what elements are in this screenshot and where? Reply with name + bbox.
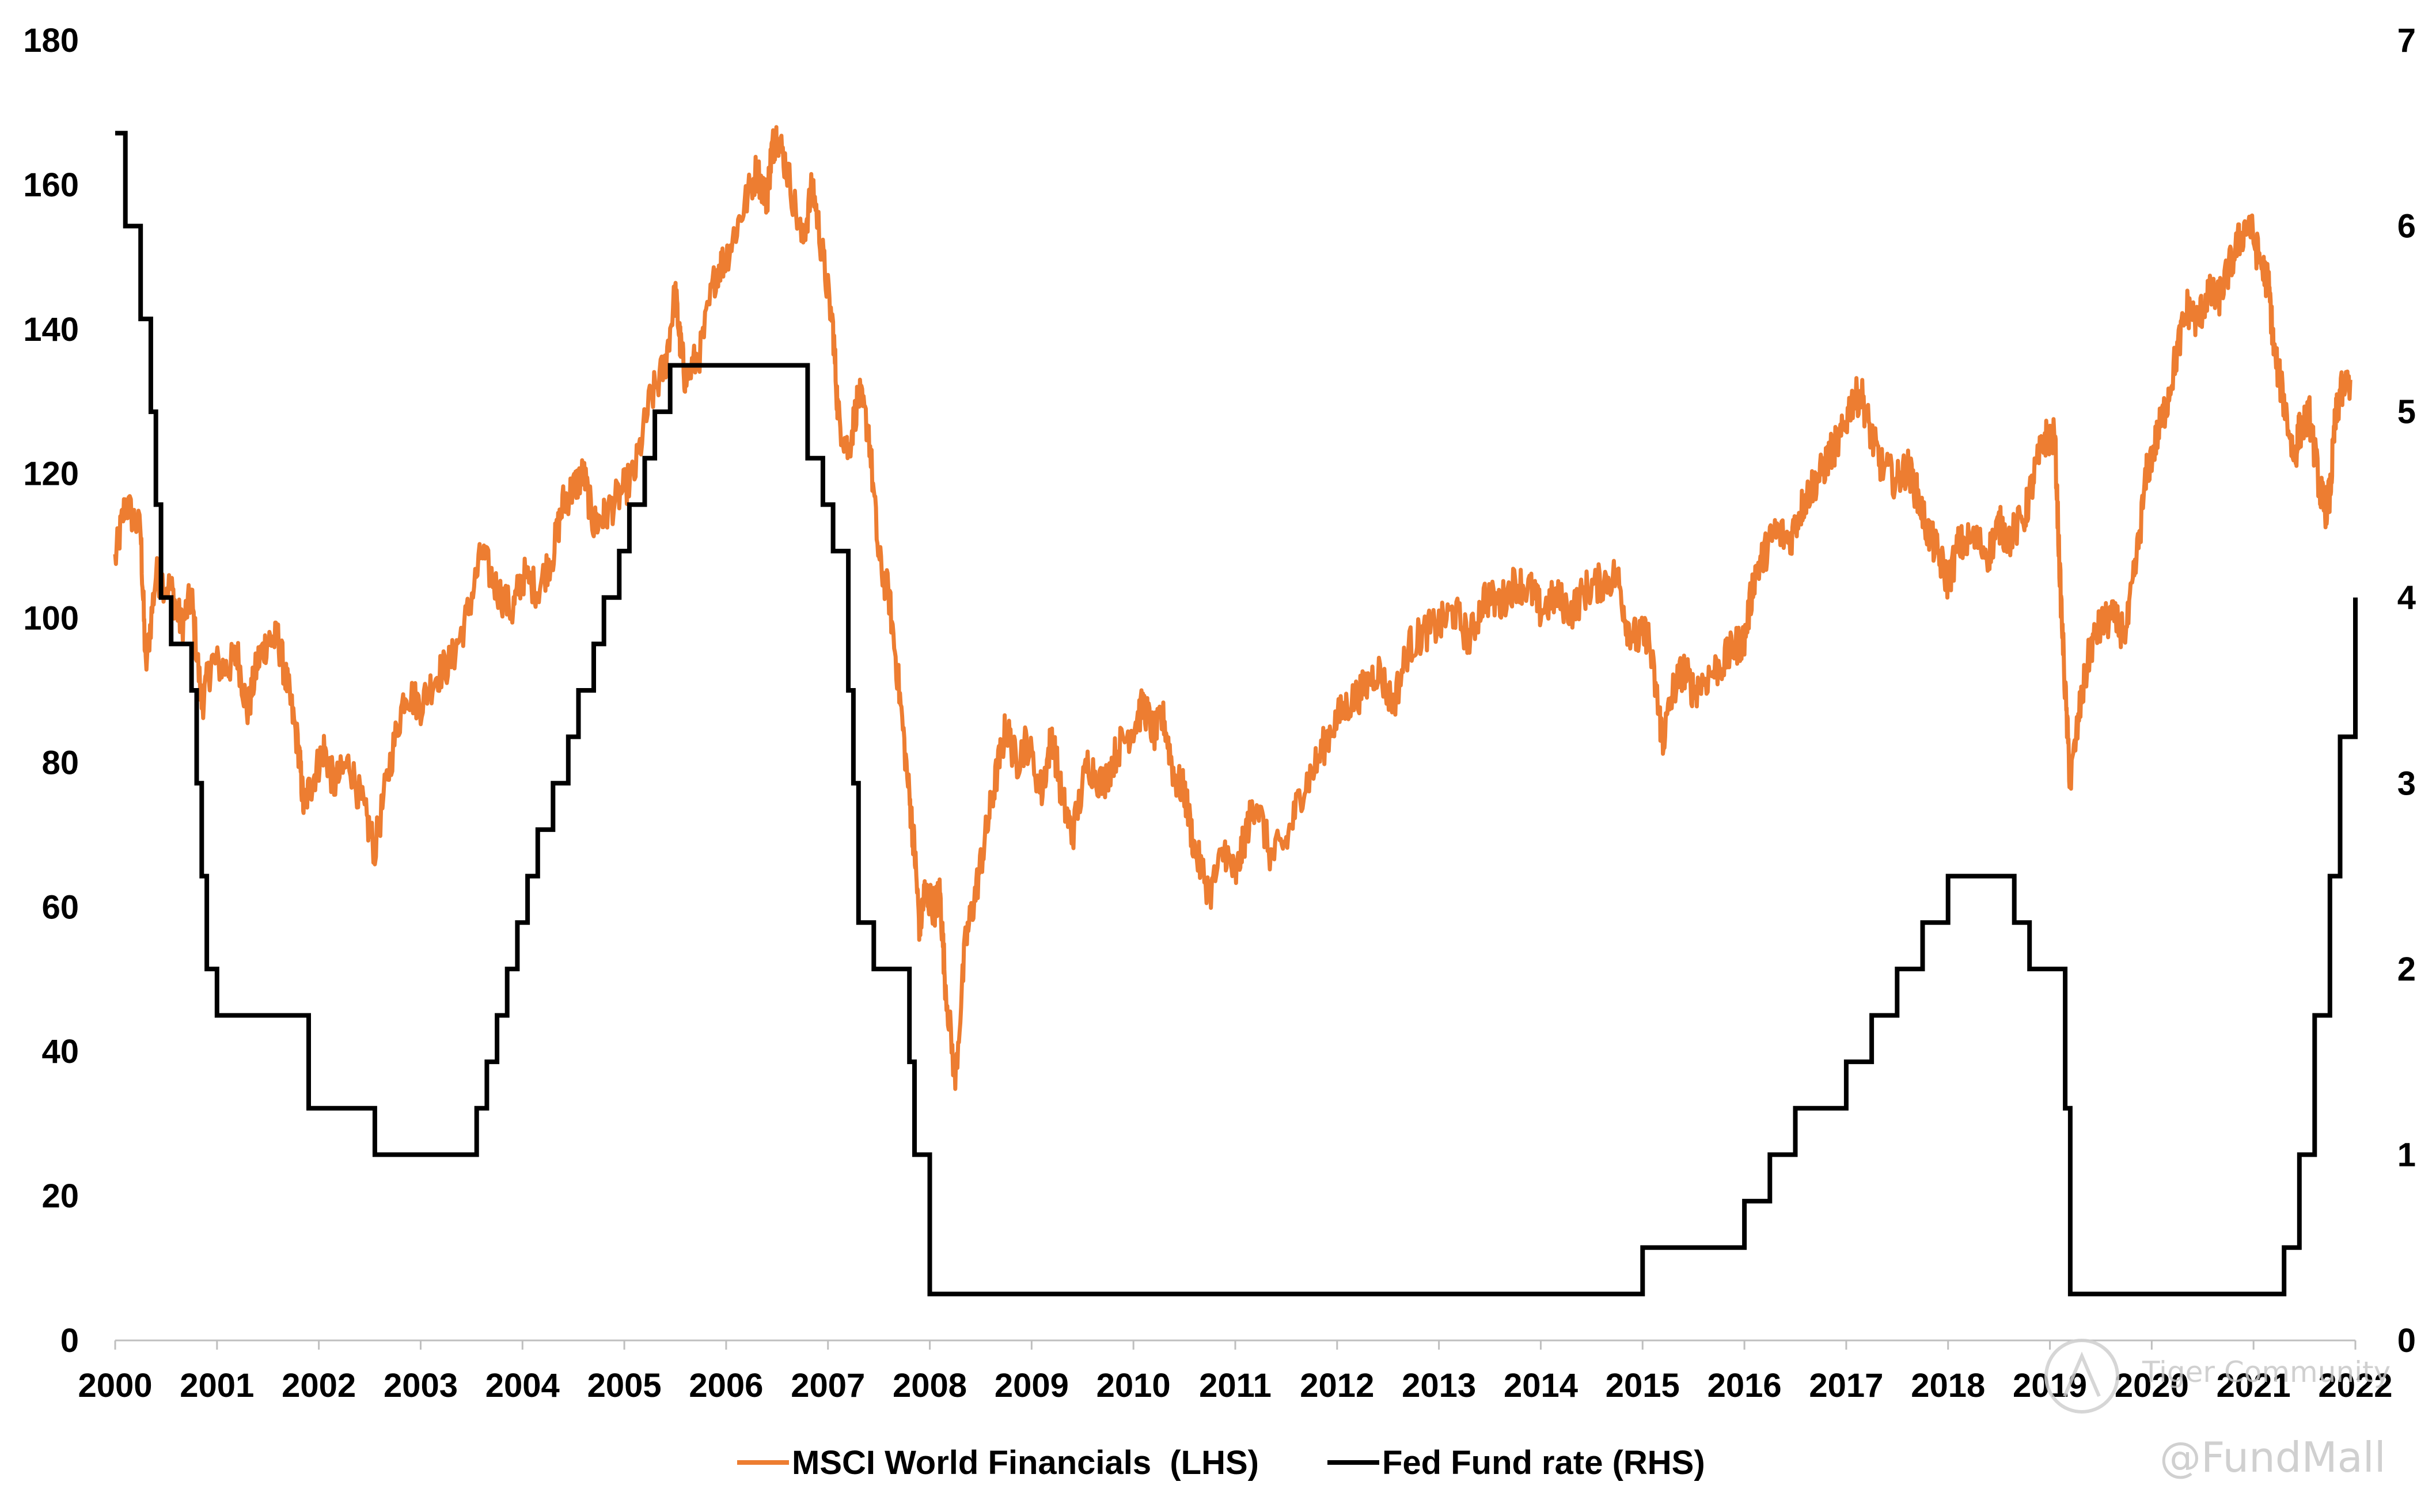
x-tick-label: 2010 [1096,1367,1171,1404]
y-left-tick-label: 0 [60,1322,79,1359]
x-tick-label: 2012 [1300,1367,1374,1404]
legend-label-msci: MSCI World Financials (LHS) [792,1444,1259,1481]
x-tick-label: 2017 [1809,1367,1883,1404]
axis-layer [114,1339,2357,1350]
x-tick-label: 2008 [893,1367,967,1404]
x-tick-label: 2011 [1199,1367,1272,1404]
x-tick-label: 2016 [1708,1367,1782,1404]
watermark-handle-text: @FundMall [2160,1433,2386,1481]
x-tick-label: 2004 [485,1367,560,1404]
x-tick-label: 2013 [1402,1367,1476,1404]
y-left-tick-label: 80 [41,744,79,781]
legend-label-fed: Fed Fund rate (RHS) [1382,1444,1705,1481]
x-tick-label: 2014 [1504,1367,1578,1404]
series-line-msci-world-financials [113,125,2352,1091]
watermark: Tiger Community @FundMall [2044,1339,2391,1481]
x-tick-label: 2021 [2217,1367,2291,1404]
x-tick-label: 2006 [689,1367,763,1404]
watermark-logo-icon [2044,1339,2119,1414]
label-layer: 2000 2001 2002 2003 2004 2005 2006 2007 2008 2009… [23,22,2416,1404]
x-tick-label: 2015 [1606,1367,1680,1404]
y-left-tick-label: 120 [23,455,79,493]
series-line-fed-fund-rate [115,131,2358,1297]
y-right-tick-label: 3 [2397,765,2416,802]
watermark-logo-mark-icon [2063,1351,2101,1397]
x-tick-label: 2002 [282,1367,356,1404]
y-left-tick-label: 60 [41,888,79,926]
x-tick-label: 2020 [2115,1367,2189,1404]
y-left-tick-label: 140 [23,311,79,348]
x-tick-label: 2001 [180,1367,254,1404]
y-right-tick-label: 2 [2397,951,2416,988]
y-right-tick-label: 5 [2397,393,2416,431]
y-left-tick-label: 20 [41,1177,79,1215]
x-tick-label: 2018 [1911,1367,1985,1404]
y-right-tick-label: 1 [2397,1136,2416,1173]
y-right-tick-label: 6 [2397,208,2416,245]
y-left-tick-label: 40 [41,1033,79,1070]
x-tick-label: 2022 [2318,1367,2392,1404]
x-tick-label: 2003 [384,1367,458,1404]
legend: MSCI World Financials (LHS) Fed Fund rat… [737,1444,1705,1481]
y-right-tick-label: 0 [2397,1322,2416,1359]
x-tick-label: 2005 [587,1367,662,1404]
series-layer [113,125,2358,1297]
watermark-community-text: Tiger Community [2142,1355,2391,1389]
x-tick-label: 2000 [78,1367,152,1404]
x-tick-label: 2007 [791,1367,865,1404]
y-left-tick-label: 180 [23,22,79,59]
y-right-tick-label: 7 [2397,22,2416,59]
y-left-tick-label: 160 [23,166,79,204]
y-right-tick-label: 4 [2397,579,2416,617]
x-tick-label: 2009 [995,1367,1069,1404]
y-left-tick-label: 100 [23,600,79,637]
